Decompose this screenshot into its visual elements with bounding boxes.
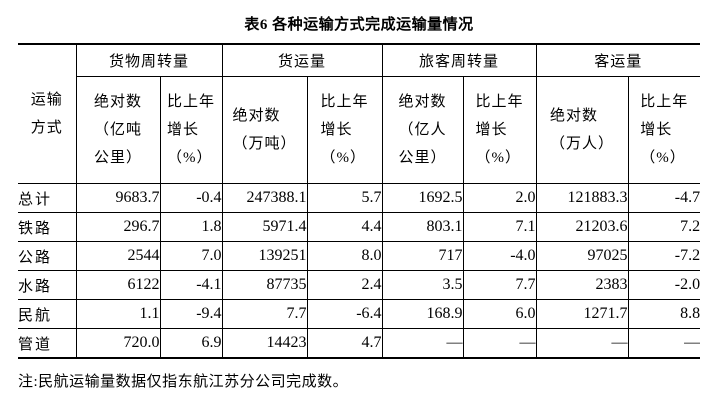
cell: 121883.3 bbox=[535, 183, 629, 213]
header-passenger-volume-growth: 比上年 增长 （%） bbox=[627, 76, 701, 184]
cell: -4.7 bbox=[627, 183, 701, 213]
cell: — bbox=[627, 328, 701, 359]
header-freight-volume-absolute: 绝对数 （万吨） bbox=[221, 76, 308, 184]
header-freight-volume-growth: 比上年 增长 （%） bbox=[306, 76, 383, 184]
cell: 717 bbox=[381, 241, 464, 271]
table-title: 表6 各种运输方式完成运输量情况 bbox=[244, 17, 474, 33]
header-text: 比上年 增长 （%） bbox=[167, 94, 216, 166]
header-transport-mode-label: 运输 方式 bbox=[30, 92, 63, 136]
cell: 1.1 bbox=[75, 299, 161, 329]
cell: 139251 bbox=[221, 241, 308, 271]
cell: 8.0 bbox=[306, 241, 383, 271]
cell: 6.0 bbox=[462, 299, 537, 329]
cell: 720.0 bbox=[75, 328, 161, 359]
row-label: 铁路 bbox=[18, 212, 77, 242]
cell: 803.1 bbox=[381, 212, 464, 242]
header-transport-mode: 运输 方式 bbox=[18, 43, 77, 184]
cell: -0.4 bbox=[159, 183, 223, 213]
header-passenger-turnover-growth: 比上年 增长 （%） bbox=[462, 76, 537, 184]
table-row-total: 总计 9683.7 -0.4 247388.1 5.7 1692.5 2.0 1… bbox=[18, 183, 701, 213]
sub-header-row: 绝对数 （亿吨 公里） 比上年 增长 （%） 绝对数 （万吨） 比上年 增长 （… bbox=[18, 76, 701, 184]
cell: 8.8 bbox=[627, 299, 701, 329]
cell: 7.0 bbox=[159, 241, 223, 271]
cell: 7.2 bbox=[627, 212, 701, 242]
cell: 6.9 bbox=[159, 328, 223, 359]
row-label: 民航 bbox=[18, 299, 77, 329]
header-text: 绝对数 （万吨） bbox=[232, 108, 297, 152]
header-text: 绝对数 （万人） bbox=[550, 108, 615, 152]
header-text: 比上年 增长 （%） bbox=[475, 94, 524, 166]
group-header-row: 运输 方式 货物周转量 货运量 旅客周转量 客运量 bbox=[18, 43, 701, 184]
group-header-freight-volume: 货运量 bbox=[221, 43, 383, 77]
row-label: 管道 bbox=[18, 328, 77, 359]
cell: 14423 bbox=[221, 328, 308, 359]
cell: 1.8 bbox=[159, 212, 223, 242]
cell: 5971.4 bbox=[221, 212, 308, 242]
cell: 5.7 bbox=[306, 183, 383, 213]
row-label: 水路 bbox=[18, 270, 77, 300]
table-row-highway: 公路 2544 7.0 139251 8.0 717 -4.0 97025 -7… bbox=[18, 241, 701, 271]
cell: 4.7 bbox=[306, 328, 383, 359]
cell: 7.1 bbox=[462, 212, 537, 242]
header-text: 绝对数 （亿人 公里） bbox=[398, 94, 447, 166]
cell: 21203.6 bbox=[535, 212, 629, 242]
cell: 6122 bbox=[75, 270, 161, 300]
cell: 7.7 bbox=[221, 299, 308, 329]
group-header-freight-turnover: 货物周转量 bbox=[75, 43, 223, 77]
cell: 2.4 bbox=[306, 270, 383, 300]
cell: 296.7 bbox=[75, 212, 161, 242]
group-header-passenger-turnover: 旅客周转量 bbox=[381, 43, 537, 77]
cell: 4.4 bbox=[306, 212, 383, 242]
row-label: 公路 bbox=[18, 241, 77, 271]
cell: — bbox=[535, 328, 629, 359]
cell: 168.9 bbox=[381, 299, 464, 329]
footnote: 注:民航运输量数据仅指东航江苏分公司完成数。 bbox=[18, 374, 349, 390]
cell: 87735 bbox=[221, 270, 308, 300]
cell: 7.7 bbox=[462, 270, 537, 300]
table-row-pipeline: 管道 720.0 6.9 14423 4.7 — — — — bbox=[18, 328, 701, 359]
cell: 3.5 bbox=[381, 270, 464, 300]
cell: -4.0 bbox=[462, 241, 537, 271]
cell: — bbox=[462, 328, 537, 359]
cell: 2544 bbox=[75, 241, 161, 271]
row-label: 总计 bbox=[18, 183, 77, 213]
table-row-civil-aviation: 民航 1.1 -9.4 7.7 -6.4 168.9 6.0 1271.7 8.… bbox=[18, 299, 701, 329]
transport-volume-table: 运输 方式 货物周转量 货运量 旅客周转量 客运量 绝对数 （亿吨 公里） 比上… bbox=[18, 43, 701, 359]
cell: -6.4 bbox=[306, 299, 383, 329]
cell: 97025 bbox=[535, 241, 629, 271]
header-freight-turnover-growth: 比上年 增长 （%） bbox=[159, 76, 223, 184]
cell: -9.4 bbox=[159, 299, 223, 329]
group-header-passenger-volume: 客运量 bbox=[535, 43, 701, 77]
cell: 247388.1 bbox=[221, 183, 308, 213]
cell: 1692.5 bbox=[381, 183, 464, 213]
table-row-railway: 铁路 296.7 1.8 5971.4 4.4 803.1 7.1 21203.… bbox=[18, 212, 701, 242]
cell: 9683.7 bbox=[75, 183, 161, 213]
header-text: 绝对数 （亿吨 公里） bbox=[93, 94, 142, 166]
cell: 2.0 bbox=[462, 183, 537, 213]
header-text: 比上年 增长 （%） bbox=[320, 94, 369, 166]
table-row-waterway: 水路 6122 -4.1 87735 2.4 3.5 7.7 2383 -2.0 bbox=[18, 270, 701, 300]
cell: 2383 bbox=[535, 270, 629, 300]
cell: -7.2 bbox=[627, 241, 701, 271]
cell: 1271.7 bbox=[535, 299, 629, 329]
cell: -4.1 bbox=[159, 270, 223, 300]
cell: — bbox=[381, 328, 464, 359]
header-passenger-volume-absolute: 绝对数 （万人） bbox=[535, 76, 629, 184]
header-freight-turnover-absolute: 绝对数 （亿吨 公里） bbox=[75, 76, 161, 184]
header-text: 比上年 增长 （%） bbox=[640, 94, 689, 166]
header-passenger-turnover-absolute: 绝对数 （亿人 公里） bbox=[381, 76, 464, 184]
cell: -2.0 bbox=[627, 270, 701, 300]
